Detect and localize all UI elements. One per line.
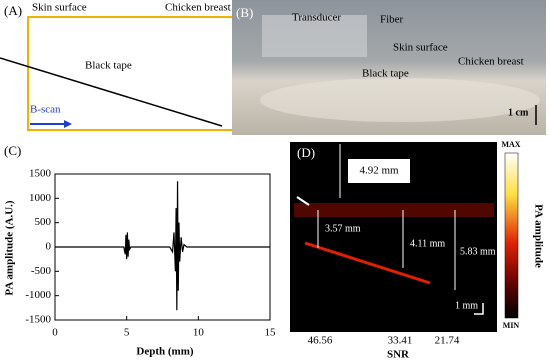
y-tick-label: -500 xyxy=(31,265,52,277)
tissue-box xyxy=(27,16,266,131)
panel-label: (B) xyxy=(236,5,253,20)
text: Skin surface xyxy=(32,2,87,14)
text: Transducer xyxy=(292,12,341,24)
y-tick-label: -1000 xyxy=(25,289,51,301)
y-tick-label: 1000 xyxy=(29,192,52,204)
text: 21.74 xyxy=(435,335,460,347)
text: Chicken breast xyxy=(458,56,524,68)
y-tick-label: -1500 xyxy=(25,314,51,326)
panel-label: (A) xyxy=(4,3,22,18)
text: 4.11 mm xyxy=(410,238,445,249)
signal-line xyxy=(55,181,270,311)
x-tick-label: 15 xyxy=(265,327,277,339)
y-tick-label: 500 xyxy=(35,216,52,228)
text: 4.92 mm xyxy=(359,165,399,177)
tape-line xyxy=(0,57,223,127)
text: 3.57 mm xyxy=(325,223,361,234)
y-axis-label: PA amplitude (A.U.) xyxy=(4,200,16,295)
text: 5.83 mm xyxy=(460,246,496,257)
text: B-scan xyxy=(30,104,61,116)
y-tick-label: 0 xyxy=(46,241,52,253)
panel-label: (C) xyxy=(4,143,21,158)
tissue xyxy=(260,78,540,122)
text: Black tape xyxy=(85,60,132,72)
x-tick-label: 5 xyxy=(124,327,130,339)
text: 1 cm xyxy=(508,107,529,118)
transducer xyxy=(262,15,367,57)
text: 46.56 xyxy=(308,335,333,347)
x-tick-label: 0 xyxy=(52,327,58,339)
scale-bar xyxy=(474,303,484,315)
text: 33.41 xyxy=(388,335,413,347)
colorbar xyxy=(504,152,519,319)
x-tick-label: 10 xyxy=(193,327,205,339)
panel-label: (D) xyxy=(297,145,315,160)
x-axis-label: Depth (mm) xyxy=(136,346,193,358)
y-tick-label: 1500 xyxy=(29,168,52,180)
text: 1 mm xyxy=(455,300,478,311)
tape-signal xyxy=(304,241,431,285)
text: MAX xyxy=(501,140,520,149)
arrow-head xyxy=(64,120,72,128)
text: Chicken breast xyxy=(165,2,231,14)
text: Skin surface xyxy=(393,42,448,54)
plot: -1500 -1000 -500 0 500 1000 1500 0 5 10 15 xyxy=(25,168,276,339)
text: SNR xyxy=(387,349,410,361)
text: Fiber xyxy=(380,14,404,26)
skin-signal xyxy=(294,203,494,217)
label-box xyxy=(348,159,410,183)
text: Black tape xyxy=(362,68,409,80)
text: MIN xyxy=(503,321,520,330)
pointer xyxy=(296,196,310,206)
text: PA amplitude xyxy=(532,204,544,268)
